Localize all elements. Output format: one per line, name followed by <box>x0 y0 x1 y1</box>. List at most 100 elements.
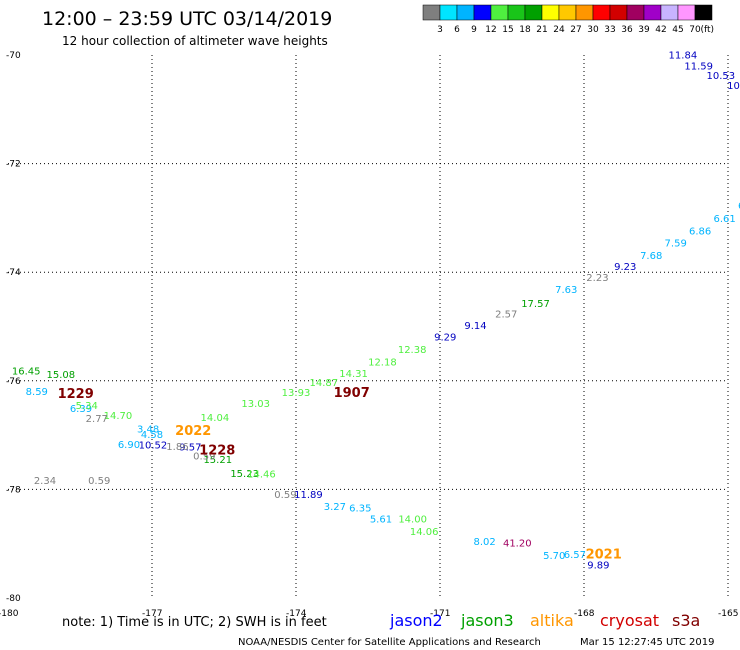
wave-height-label: 10.44 <box>727 81 740 92</box>
wave-height-label: 1.86 <box>166 442 188 453</box>
wave-height-label: 0.59 <box>274 490 296 501</box>
wave-height-label: 6.90 <box>118 440 140 451</box>
wave-height-label: 6.61 <box>714 214 736 225</box>
colorbar-swatch <box>541 4 560 21</box>
wave-height-label: 5.34 <box>76 401 98 412</box>
wave-height-label: 13.03 <box>241 399 270 410</box>
legend-altika: altika <box>530 611 574 630</box>
colorbar-swatch <box>592 4 611 21</box>
wave-height-label: 6.86 <box>689 227 711 238</box>
lon-tick-label: -168 <box>574 609 595 619</box>
colorbar-tick-label: 39 <box>638 25 650 35</box>
colorbar-tick-label: 18 <box>519 25 531 35</box>
colorbar-tick-label: 15 <box>502 25 513 35</box>
wave-height-label: 7.63 <box>555 285 577 296</box>
colorbar-swatch <box>694 4 713 21</box>
colorbar-swatch <box>422 4 441 21</box>
wave-height-label: 8.59 <box>26 387 48 398</box>
wave-height-label: 4.58 <box>141 430 163 441</box>
footer-note: note: 1) Time is in UTC; 2) SWH is in fe… <box>62 615 327 630</box>
wave-height-label: 9.23 <box>614 262 636 273</box>
wave-height-label: 14.00 <box>398 515 427 526</box>
wave-height-label: 12.38 <box>398 345 427 356</box>
colorbar-tick-label: 24 <box>553 25 565 35</box>
wave-height-label: 2.23 <box>586 273 608 284</box>
colorbar-tick-label: 42 <box>655 25 666 35</box>
legend-jason2: jason2 <box>389 611 443 630</box>
colorbar: 3 6 9 12 15 18 21 24 27 30 33 36 39 42 45 70 (ft) <box>422 4 714 35</box>
pass-time-label: 1907 <box>334 386 370 401</box>
lon-tick-label: -177 <box>142 609 162 619</box>
wave-height-label: 0.59 <box>193 452 215 463</box>
wave-height-label: 2.34 <box>34 476 56 487</box>
lat-tick-label: -74 <box>6 268 21 278</box>
wave-height-label: 7.68 <box>640 251 662 262</box>
colorbar-tick-label: 33 <box>604 25 615 35</box>
footer-timestamp: Mar 15 12:27:45 UTC 2019 <box>580 637 715 648</box>
map-grid <box>8 55 729 598</box>
colorbar-tick-label: 21 <box>536 25 547 35</box>
wave-height-label: 7.59 <box>665 239 687 250</box>
colorbar-swatch <box>524 4 543 21</box>
colorbar-swatch <box>507 4 526 21</box>
wave-height-label: 14.46 <box>247 469 276 480</box>
colorbar-swatch <box>490 4 509 21</box>
colorbar-swatch <box>643 4 662 21</box>
wave-height-label: 11.89 <box>294 490 323 501</box>
wave-height-label: 10.53 <box>706 71 735 82</box>
colorbar-swatch <box>677 4 696 21</box>
wave-height-label: 6.39 <box>70 404 92 415</box>
footer-credit: NOAA/NESDIS Center for Satellite Applica… <box>238 637 541 648</box>
legend-cryosat: cryosat <box>600 611 659 630</box>
colorbar-swatch <box>626 4 645 21</box>
wave-height-label: 2.57 <box>495 309 517 320</box>
colorbar-tick-label: 27 <box>570 25 581 35</box>
wave-height-label: 6.57 <box>564 550 586 561</box>
colorbar-tick-label: 45 <box>672 25 683 35</box>
colorbar-tick-label: 70 <box>689 25 701 35</box>
wave-height-label: 0.59 <box>88 476 110 487</box>
lat-tick-label: -76 <box>6 377 21 387</box>
colorbar-unit: (ft) <box>700 25 714 35</box>
wave-height-label: 9.57 <box>179 442 201 453</box>
wave-height-labels: 11.8411.5910.5310.449.859.6677.366.956.6… <box>12 50 740 571</box>
wave-height-label: 11.84 <box>669 50 698 61</box>
wave-height-label: 15.08 <box>46 370 75 381</box>
wave-height-label: 2.77 <box>86 414 108 425</box>
pass-time-label: 1229 <box>58 387 94 402</box>
colorbar-swatch <box>456 4 475 21</box>
lat-tick-label: -70 <box>6 51 21 61</box>
wave-height-label: 6.95 <box>738 201 740 212</box>
pass-time-label: 2022 <box>175 424 211 439</box>
wave-height-label: 9.14 <box>464 321 486 332</box>
wave-height-label: 5.61 <box>370 515 392 526</box>
wave-height-label: 3.27 <box>324 502 346 513</box>
chart-title: 12:00 – 23:59 UTC 03/14/2019 <box>42 8 332 30</box>
colorbar-tick-label: 9 <box>471 25 477 35</box>
colorbar-swatch <box>558 4 577 21</box>
lat-tick-label: -78 <box>6 485 21 495</box>
wave-height-label: 15.21 <box>203 455 232 466</box>
colorbar-tick-label: 36 <box>621 25 633 35</box>
lat-tick-label: -80 <box>6 594 21 604</box>
wave-height-label: 11.59 <box>684 62 713 73</box>
lat-tick-label: -72 <box>6 160 21 170</box>
wave-height-label: 3.48 <box>137 424 159 435</box>
colorbar-swatch <box>660 4 679 21</box>
colorbar-swatch <box>439 4 458 21</box>
wave-height-label: 9.29 <box>434 333 456 344</box>
wave-height-label: 10.52 <box>139 441 168 452</box>
wave-height-label: 14.31 <box>339 369 368 380</box>
wave-height-label: 14.04 <box>201 413 230 424</box>
pass-time-label: 1228 <box>199 444 235 459</box>
axis-labels: -70 -72 -74 -76 -78 -80 -180 -177 -174 -171 -168 -1… <box>0 51 738 619</box>
legend-jason3: jason3 <box>460 611 514 630</box>
legend-s3a: s3a <box>672 611 700 630</box>
colorbar-tick-label: 30 <box>587 25 599 35</box>
wave-height-label: 15.23 <box>230 469 259 480</box>
wave-height-label: 41.20 <box>503 538 532 549</box>
colorbar-swatch <box>609 4 628 21</box>
wave-height-label: 5.70 <box>543 551 565 562</box>
lon-tick-label: -174 <box>286 609 307 619</box>
